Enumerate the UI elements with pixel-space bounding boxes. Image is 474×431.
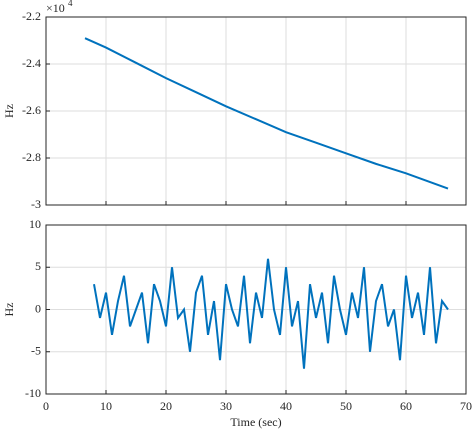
y-multiplier-exponent: 4 bbox=[68, 0, 73, 8]
y-tick-label: -3 bbox=[31, 197, 41, 211]
x-tick-label: 10 bbox=[100, 399, 112, 413]
y-multiplier: ×10 bbox=[46, 1, 65, 15]
x-tick-label: 30 bbox=[220, 399, 232, 413]
data-line bbox=[93, 258, 449, 369]
y-tick-label: -2.2 bbox=[22, 9, 41, 23]
data-line bbox=[84, 37, 449, 190]
y-tick-label: 10 bbox=[29, 217, 41, 231]
y-tick-label: 0 bbox=[35, 301, 41, 315]
y-tick-label: -5 bbox=[31, 344, 41, 358]
y-tick-label: 5 bbox=[35, 259, 41, 273]
x-tick-label: 50 bbox=[340, 399, 352, 413]
x-tick-label: 20 bbox=[160, 399, 172, 413]
y-axis-label: Hz bbox=[2, 104, 16, 118]
axes-box bbox=[45, 224, 467, 395]
y-tick-label: -2.6 bbox=[22, 103, 41, 117]
y-tick-label: -2.4 bbox=[22, 56, 41, 70]
y-tick-label: -2.8 bbox=[22, 150, 41, 164]
y-axis-label: Hz bbox=[2, 303, 16, 317]
x-tick-label: 0 bbox=[43, 399, 49, 413]
x-axis-label: Time (sec) bbox=[230, 415, 281, 429]
axes-box bbox=[45, 16, 467, 206]
y-tick-label: -10 bbox=[25, 386, 41, 400]
x-tick-label: 60 bbox=[400, 399, 412, 413]
x-tick-label: 40 bbox=[280, 399, 292, 413]
x-tick-label: 70 bbox=[460, 399, 472, 413]
